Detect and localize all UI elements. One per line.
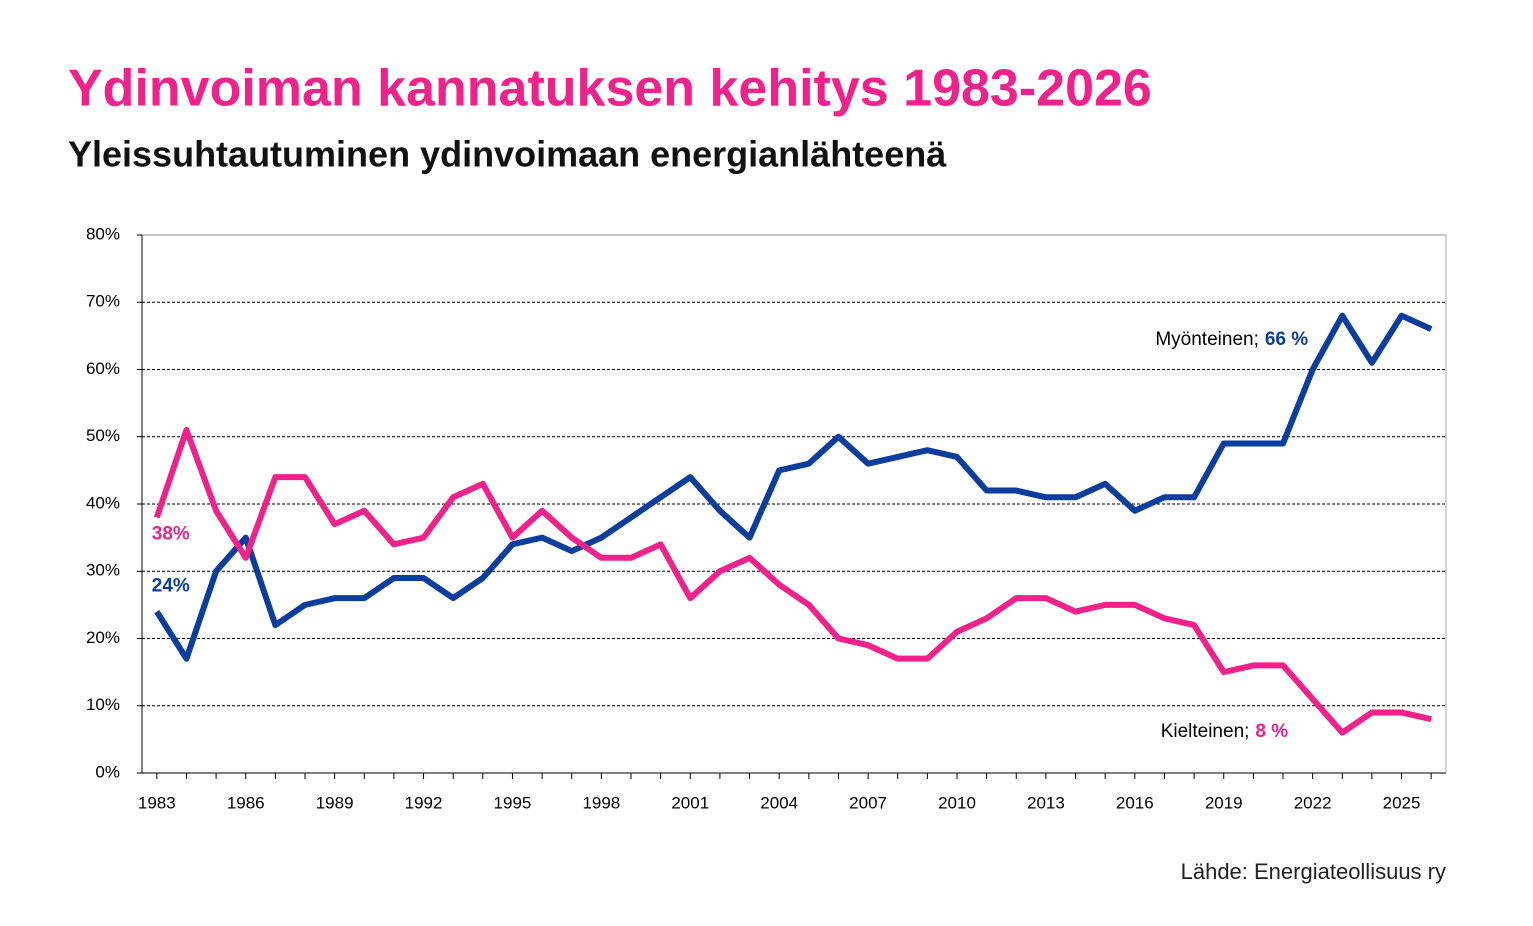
series-label: Myönteinen; 66 %: [1155, 329, 1308, 350]
x-tick-label: 2004: [760, 793, 798, 812]
y-tick-label: 70%: [86, 292, 120, 311]
y-tick-label: 40%: [86, 493, 120, 512]
x-tick-label: 1992: [405, 793, 443, 812]
x-tick-label: 2007: [849, 793, 887, 812]
x-tick-label: 1983: [138, 793, 176, 812]
x-tick-label: 1998: [582, 793, 620, 812]
y-tick-label: 30%: [86, 561, 120, 580]
y-tick-label: 60%: [86, 359, 120, 378]
x-tick-label: 2025: [1383, 793, 1421, 812]
series-line: [153, 427, 1432, 736]
data-label: 66 %: [1265, 329, 1308, 350]
x-tick-label: 1989: [316, 793, 354, 812]
legend-name: Myönteinen;: [1155, 329, 1259, 350]
y-tick-label: 80%: [86, 224, 120, 243]
chart-subtitle: Yleissuhtautuminen ydinvoimaan energianl…: [68, 134, 947, 175]
y-tick-label: 0%: [95, 762, 120, 781]
series-label: Kielteinen; 8 %: [1161, 721, 1289, 742]
legend-name: Kielteinen;: [1161, 721, 1250, 742]
data-label: 24%: [152, 576, 190, 597]
x-tick-label: 2001: [671, 793, 709, 812]
x-tick-label: 2010: [938, 793, 976, 812]
series-line: [154, 312, 1433, 662]
x-tick-label: 1995: [494, 793, 532, 812]
y-tick-label: 20%: [86, 628, 120, 647]
x-tick-label: 1986: [227, 793, 265, 812]
data-label: 38%: [152, 523, 190, 544]
x-tick-label: 2016: [1116, 793, 1154, 812]
x-tick-label: 2019: [1205, 793, 1243, 812]
x-tick-label: 2013: [1027, 793, 1065, 812]
data-label: 8 %: [1255, 721, 1288, 742]
y-tick-label: 10%: [86, 695, 120, 714]
chart-title: Ydinvoiman kannatuksen kehitys 1983-2026: [68, 60, 1152, 118]
y-tick-label: 50%: [86, 426, 120, 445]
source: Lähde: Energiateollisuus ry: [1181, 859, 1446, 884]
x-tick-label: 2022: [1294, 793, 1332, 812]
